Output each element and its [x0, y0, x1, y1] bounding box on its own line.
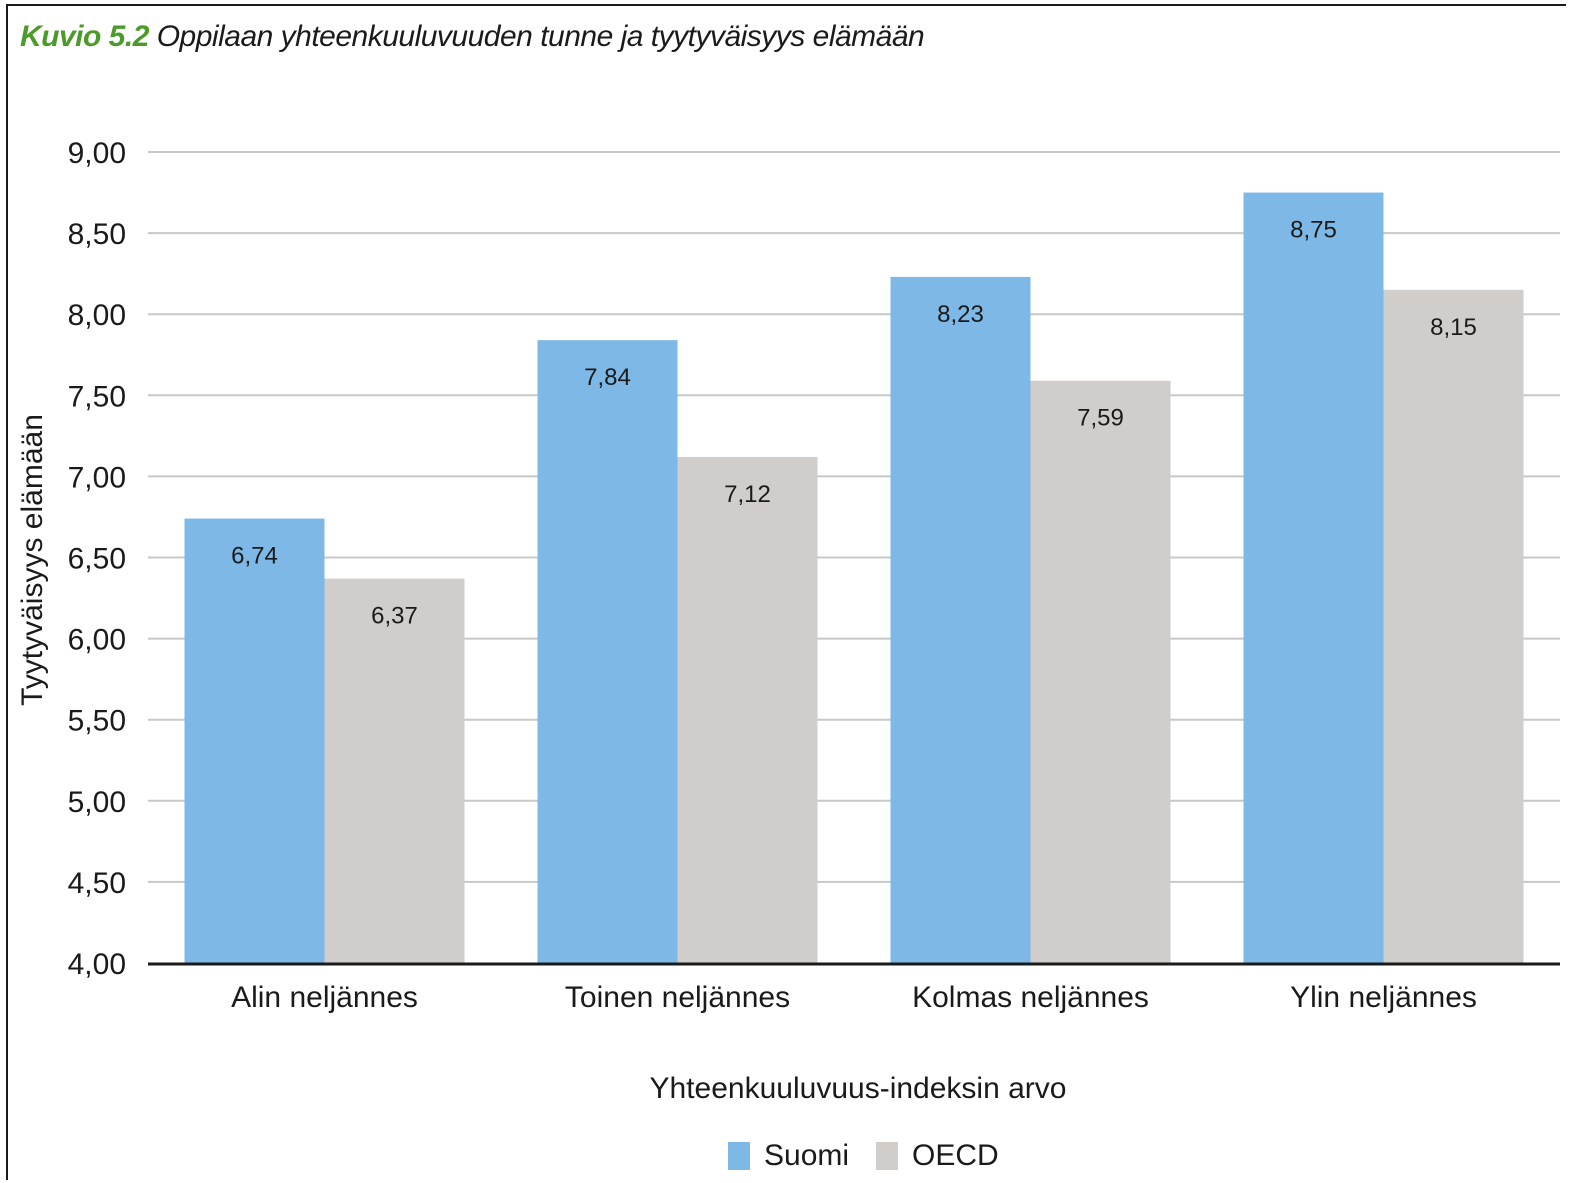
data-label: 6,37	[371, 603, 418, 630]
data-label: 8,75	[1290, 217, 1337, 244]
legend: Suomi OECD	[0, 1136, 1573, 1176]
bar-oecd	[677, 456, 818, 963]
legend-swatch-oecd	[876, 1142, 898, 1170]
y-tick-label: 9,00	[68, 137, 126, 170]
x-tick-label: Kolmas neljännes	[912, 981, 1149, 1014]
y-tick-label: 8,00	[68, 299, 126, 332]
bar-oecd	[324, 578, 465, 963]
bar-suomi	[184, 518, 325, 963]
y-tick-label: 8,50	[68, 218, 126, 251]
bar-suomi	[1243, 192, 1384, 964]
y-tick-label: 5,50	[68, 705, 126, 738]
y-axis-title: Tyytyväisyys elämään	[16, 414, 49, 706]
data-label: 7,84	[584, 364, 631, 391]
y-tick-label: 7,00	[68, 461, 126, 494]
data-label: 6,74	[231, 543, 278, 570]
legend-item-oecd: OECD	[876, 1136, 999, 1176]
bar-suomi	[537, 340, 678, 964]
figure-frame	[6, 4, 1566, 1180]
y-tick-label: 4,00	[68, 948, 126, 981]
legend-swatch-suomi	[728, 1142, 750, 1170]
y-tick-label: 4,50	[68, 867, 126, 900]
x-tick-label: Ylin neljännes	[1290, 981, 1477, 1014]
y-tick-label: 7,50	[68, 380, 126, 413]
data-label: 7,59	[1077, 405, 1124, 432]
data-label: 8,23	[937, 301, 984, 328]
bar-suomi	[890, 276, 1031, 963]
y-tick-label: 5,00	[68, 786, 126, 819]
legend-label-oecd: OECD	[912, 1139, 999, 1172]
x-tick-label: Toinen neljännes	[565, 981, 790, 1014]
figure-caption: Kuvio 5.2 Oppilaan yhteenkuuluvuuden tun…	[20, 20, 925, 54]
data-label: 8,15	[1430, 314, 1477, 341]
y-tick-label: 6,00	[68, 624, 126, 657]
x-tick-label: Alin neljännes	[231, 981, 418, 1014]
bar-oecd	[1030, 380, 1171, 963]
legend-item-suomi: Suomi	[728, 1136, 849, 1176]
legend-label-suomi: Suomi	[764, 1139, 850, 1172]
caption-text: Oppilaan yhteenkuuluvuuden tunne ja tyyt…	[156, 20, 925, 53]
x-axis-title: Yhteenkuuluvuus-indeksin arvo	[650, 1072, 1067, 1105]
data-label: 7,12	[724, 481, 771, 508]
bar-oecd	[1383, 289, 1524, 963]
y-tick-label: 6,50	[68, 543, 126, 576]
caption-label: Kuvio 5.2	[20, 20, 149, 53]
